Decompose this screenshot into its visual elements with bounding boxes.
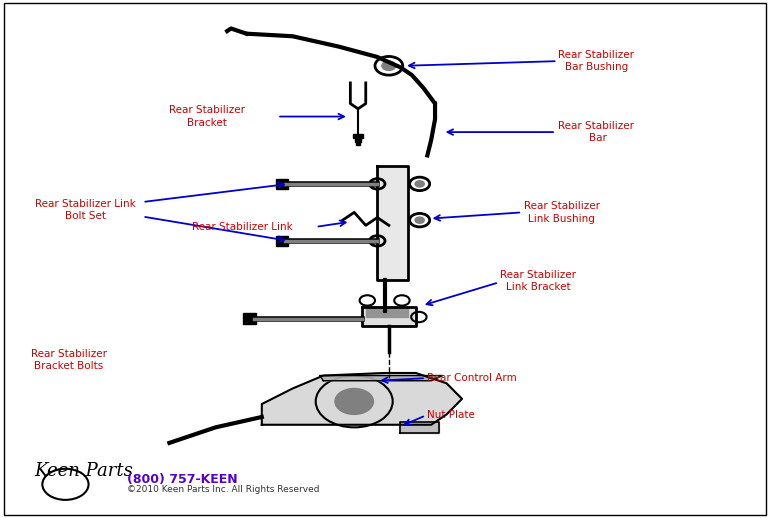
Bar — [276, 179, 288, 189]
Text: Rear Stabilizer
Link Bracket: Rear Stabilizer Link Bracket — [500, 269, 577, 292]
Text: Rear Stabilizer Link
Bolt Set: Rear Stabilizer Link Bolt Set — [35, 198, 136, 221]
Text: Rear Control Arm: Rear Control Arm — [427, 373, 517, 383]
Text: Rear Stabilizer
Bar Bushing: Rear Stabilizer Bar Bushing — [558, 50, 634, 73]
Polygon shape — [362, 307, 416, 326]
Circle shape — [415, 181, 424, 187]
Text: Rear Stabilizer
Link Bushing: Rear Stabilizer Link Bushing — [524, 201, 600, 224]
Bar — [356, 141, 360, 145]
Bar — [366, 308, 408, 317]
Circle shape — [335, 388, 373, 414]
Text: Rear Stabilizer Link: Rear Stabilizer Link — [192, 222, 293, 232]
Text: (800) 757-KEEN: (800) 757-KEEN — [127, 472, 238, 486]
Text: Rear Stabilizer 
Bar: Rear Stabilizer Bar — [558, 121, 638, 143]
Polygon shape — [320, 376, 443, 381]
Bar — [243, 313, 256, 324]
Text: Rear Stabilizer
Bracket Bolts: Rear Stabilizer Bracket Bolts — [31, 349, 107, 371]
Text: Nut Plate: Nut Plate — [427, 410, 475, 421]
Circle shape — [382, 61, 396, 70]
Text: ©2010 Keen Parts Inc. All Rights Reserved: ©2010 Keen Parts Inc. All Rights Reserve… — [127, 485, 320, 494]
Text: Rear Stabilizer
Bracket: Rear Stabilizer Bracket — [169, 105, 246, 128]
Polygon shape — [400, 422, 439, 433]
Bar — [353, 134, 363, 138]
Circle shape — [415, 217, 424, 223]
Polygon shape — [377, 166, 408, 280]
Bar — [355, 138, 361, 142]
Polygon shape — [262, 373, 462, 425]
Text: Keen Parts: Keen Parts — [35, 463, 133, 480]
Bar — [276, 236, 288, 246]
